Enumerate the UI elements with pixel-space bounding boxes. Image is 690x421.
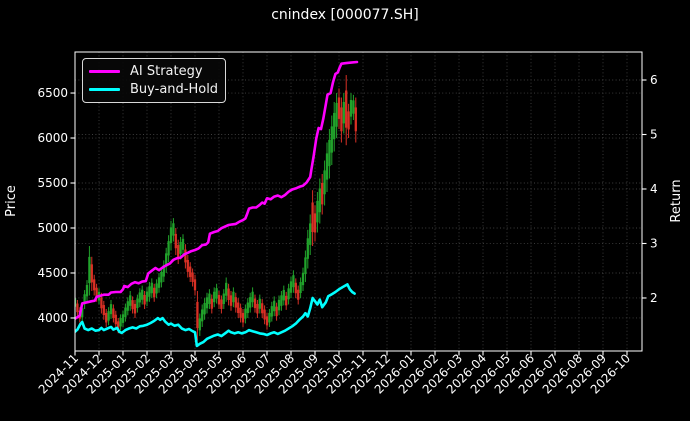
- price-tick-label: 6500: [37, 86, 68, 100]
- return-tick-label: 6: [650, 73, 658, 87]
- chart-title: cnindex [000077.SH]: [271, 7, 419, 23]
- legend-label-ai-strategy: AI Strategy: [130, 64, 203, 79]
- legend: AI Strategy Buy-and-Hold: [82, 58, 226, 103]
- price-tick-label: 6000: [37, 131, 68, 145]
- price-tick-label: 4500: [37, 266, 68, 280]
- series-layer: [75, 60, 359, 348]
- ai-strategy-line: [75, 60, 359, 321]
- plot-border: [74, 51, 643, 352]
- left-axis-title: Price: [4, 185, 19, 217]
- legend-item-buy-and-hold: Buy-and-Hold: [89, 82, 219, 97]
- buy-and-hold-line: [75, 283, 356, 348]
- buy-and-hold-line-swatch: [89, 87, 120, 92]
- return-tick-label: 5: [650, 128, 658, 142]
- ai-strategy-line-swatch: [89, 69, 120, 74]
- return-tick-label: 4: [650, 182, 658, 196]
- legend-label-buy-and-hold: Buy-and-Hold: [130, 82, 219, 97]
- price-tick-label: 5500: [37, 176, 68, 190]
- candlestick-series: [75, 75, 357, 341]
- price-tick-label: 4000: [37, 311, 68, 325]
- legend-item-ai-strategy: AI Strategy: [89, 64, 219, 79]
- tick-marks: [70, 79, 647, 356]
- right-axis-title: Return: [669, 179, 684, 222]
- price-tick-label: 5000: [37, 221, 68, 235]
- return-tick-label: 3: [650, 236, 658, 250]
- return-tick-label: 2: [650, 291, 658, 305]
